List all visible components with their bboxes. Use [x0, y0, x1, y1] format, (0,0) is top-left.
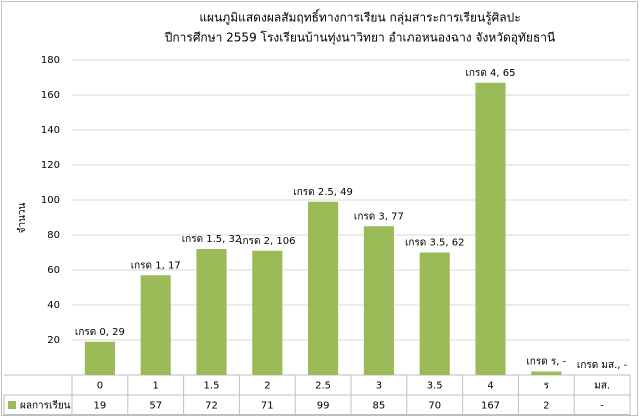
bar-annotation: เกรด 3, 77	[354, 211, 404, 222]
y-tick-label: 60	[47, 265, 60, 276]
bar	[363, 226, 394, 375]
y-tick-label: 100	[41, 195, 60, 206]
x-tick-label: 3.5	[427, 381, 443, 392]
bar	[308, 201, 339, 375]
table-value: 85	[373, 401, 386, 412]
bar	[531, 371, 562, 375]
bar-annotation: เกรด 0, 29	[75, 327, 125, 338]
bar	[252, 250, 283, 375]
chart-title: แผนภูมิแสดงผลสัมฤทธิ์ทางการเรียน กลุ่มสา…	[199, 9, 520, 26]
bar	[140, 275, 171, 375]
y-tick-label: 120	[41, 160, 60, 171]
bar	[475, 82, 506, 375]
y-tick-label: 140	[41, 125, 60, 136]
x-tick-label: 3	[376, 381, 382, 392]
bar-annotation: เกรด 1.5, 32	[182, 234, 242, 245]
x-tick-label: 0	[97, 381, 103, 392]
bar-annotation: เกรด 3.5, 62	[405, 238, 465, 249]
bar-annotation: เกรด 4, 65	[466, 68, 516, 79]
table-value: 71	[261, 401, 274, 412]
bar-annotation: เกรด 1, 17	[131, 260, 181, 271]
bar	[419, 252, 450, 375]
y-tick-label: 160	[41, 90, 60, 101]
table-value: 167	[481, 401, 500, 412]
x-tick-label: 1.5	[204, 381, 220, 392]
bar-annotation: เกรด 2, 106	[239, 236, 295, 247]
chart-subtitle: ปีการศึกษา 2559 โรงเรียนบ้านทุ่งนาวิทยา …	[164, 31, 555, 46]
table-value: 2	[543, 401, 549, 412]
y-tick-label: 80	[47, 230, 60, 241]
table-value: 99	[317, 401, 330, 412]
legend-label: ผลการเรียน	[20, 400, 71, 412]
x-tick-label: ร	[544, 381, 550, 392]
x-tick-label: 2.5	[315, 381, 331, 392]
table-value: 19	[94, 401, 107, 412]
y-tick-label: 20	[47, 335, 60, 346]
x-tick-label: 1	[153, 381, 159, 392]
table-value: 72	[205, 401, 218, 412]
legend-swatch	[8, 401, 16, 409]
y-tick-label: 40	[47, 300, 60, 311]
table-value: -	[600, 401, 604, 412]
x-tick-label: มส.	[594, 381, 610, 392]
bar	[196, 249, 227, 375]
bar-annotation: เกรด ร, -	[526, 357, 566, 368]
table-value: 70	[428, 401, 441, 412]
y-tick-label: 180	[41, 55, 60, 66]
x-tick-label: 2	[264, 381, 270, 392]
x-tick-label: 4	[487, 381, 493, 392]
bar-annotation: เกรด มส., -	[577, 360, 628, 371]
bar-annotation: เกรด 2.5, 49	[293, 187, 353, 198]
y-axis-label: จำนวน	[17, 202, 28, 233]
table-value: 57	[149, 401, 162, 412]
bar	[84, 341, 115, 375]
